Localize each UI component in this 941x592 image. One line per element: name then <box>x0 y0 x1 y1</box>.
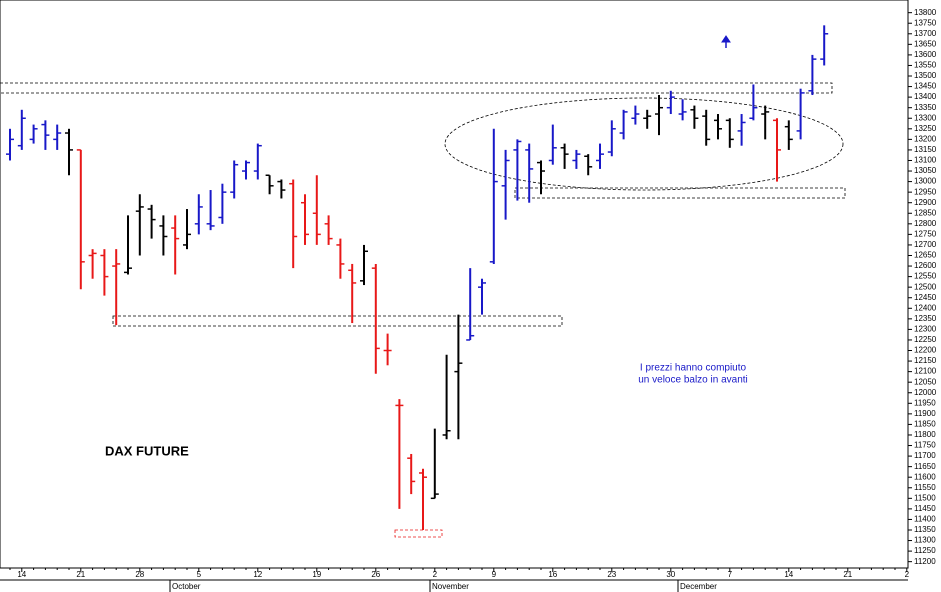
y-tick-label: 12400 <box>914 303 937 312</box>
x-tick-label: 23 <box>607 570 616 579</box>
y-tick-label: 13750 <box>914 18 937 27</box>
y-tick-label: 11650 <box>914 462 936 471</box>
y-tick-label: 11250 <box>914 546 936 555</box>
y-tick-label: 13000 <box>914 177 937 186</box>
x-tick-label: 21 <box>76 570 85 579</box>
y-tick-label: 11600 <box>914 472 936 481</box>
y-tick-label: 12050 <box>914 377 937 386</box>
y-tick-label: 13050 <box>914 166 937 175</box>
x-tick-label: 26 <box>371 570 380 579</box>
y-tick-label: 13700 <box>914 29 937 38</box>
y-tick-label: 11300 <box>914 536 936 545</box>
low-marker <box>394 529 443 538</box>
y-tick-label: 12200 <box>914 346 937 355</box>
y-tick-label: 11750 <box>914 441 936 450</box>
x-tick-label: 28 <box>135 570 144 579</box>
y-tick-label: 13200 <box>914 134 937 143</box>
y-tick-label: 12950 <box>914 187 937 196</box>
x-tick-label: 9 <box>492 570 497 579</box>
y-tick-label: 11350 <box>914 525 936 534</box>
x-tick-label: 19 <box>312 570 321 579</box>
y-tick-label: 12250 <box>914 335 937 344</box>
y-tick-label: 12450 <box>914 293 937 302</box>
y-tick-label: 13250 <box>914 124 937 133</box>
x-tick-label: 12 <box>253 570 262 579</box>
x-tick-label: 21 <box>843 570 852 579</box>
y-tick-label: 13600 <box>914 50 937 59</box>
annotation: I prezzi hanno compiuto <box>640 363 747 374</box>
y-tick-label: 12500 <box>914 282 937 291</box>
y-tick-label: 12000 <box>914 388 937 397</box>
y-tick-label: 11200 <box>914 557 936 566</box>
y-tick-label: 12350 <box>914 314 937 323</box>
y-tick-label: 11950 <box>914 398 936 407</box>
y-tick-label: 11500 <box>914 493 936 502</box>
x-tick-label: 2 <box>433 570 438 579</box>
x-tick-label: 7 <box>728 570 733 579</box>
month-label: October <box>172 582 201 591</box>
y-tick-label: 11800 <box>914 430 936 439</box>
y-tick-label: 11400 <box>914 515 936 524</box>
x-tick-label: 16 <box>548 570 557 579</box>
y-tick-label: 11850 <box>914 420 936 429</box>
y-tick-label: 12800 <box>914 219 937 228</box>
y-tick-label: 12850 <box>914 208 937 217</box>
support-band <box>514 187 846 199</box>
plot-frame <box>0 0 909 569</box>
y-tick-label: 12700 <box>914 240 937 249</box>
up-arrow <box>721 35 731 48</box>
y-tick-label: 13350 <box>914 103 937 112</box>
y-tick-label: 12150 <box>914 356 937 365</box>
month-label: November <box>432 582 469 591</box>
resistance-band <box>0 82 833 94</box>
x-tick-label: 2 <box>905 570 910 579</box>
y-tick-label: 13400 <box>914 92 937 101</box>
y-tick-label: 12550 <box>914 272 937 281</box>
support-band <box>112 315 563 327</box>
annotation-shapes <box>0 82 846 538</box>
x-tick-label: 14 <box>17 570 26 579</box>
y-tick-label: 11900 <box>914 409 936 418</box>
x-tick-label: 30 <box>666 570 675 579</box>
consolidation-ellipse <box>444 97 844 191</box>
y-tick-label: 13500 <box>914 71 937 80</box>
y-tick-label: 13150 <box>914 145 937 154</box>
y-tick-label: 12100 <box>914 367 937 376</box>
y-tick-label: 12650 <box>914 251 937 260</box>
y-tick-label: 13300 <box>914 113 937 122</box>
y-tick-label: 13800 <box>914 8 937 17</box>
y-tick-label: 13550 <box>914 61 937 70</box>
x-tick-label: 14 <box>784 570 793 579</box>
y-tick-label: 11450 <box>914 504 936 513</box>
y-tick-label: 13450 <box>914 82 937 91</box>
y-tick-label: 12600 <box>914 261 937 270</box>
y-tick-label: 13650 <box>914 39 937 48</box>
chart-title: DAX FUTURE <box>105 443 189 458</box>
x-tick-label: 5 <box>197 570 202 579</box>
y-tick-label: 12300 <box>914 325 937 334</box>
month-label: December <box>680 582 717 591</box>
y-tick-label: 12750 <box>914 229 937 238</box>
y-tick-label: 11550 <box>914 483 936 492</box>
y-tick-label: 12900 <box>914 198 937 207</box>
y-tick-label: 13100 <box>914 156 937 165</box>
annotation: un veloce balzo in avanti <box>638 375 748 386</box>
y-tick-label: 11700 <box>914 451 936 460</box>
